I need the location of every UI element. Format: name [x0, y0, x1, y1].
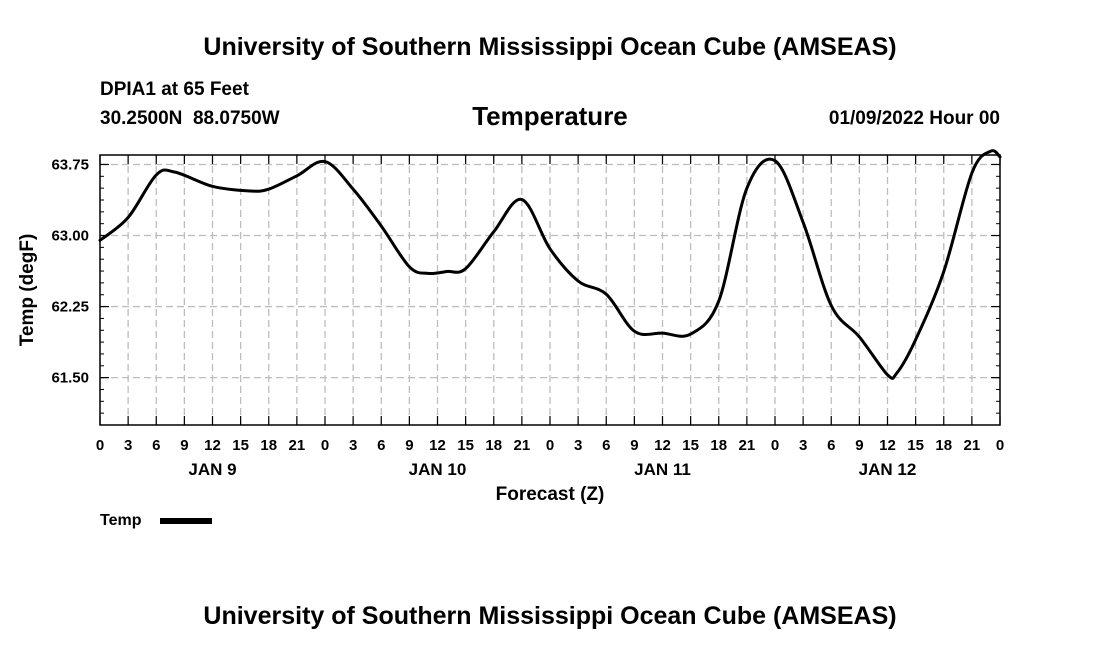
series-line-temp — [98, 149, 1002, 380]
y-tick-label: 63.00 — [51, 228, 89, 245]
x-tick-label: 9 — [855, 437, 863, 454]
x-tick-label: 12 — [654, 437, 671, 454]
x-tick-label: 21 — [739, 437, 756, 454]
day-label: JAN 9 — [188, 460, 236, 479]
x-tick-label: 15 — [457, 437, 474, 454]
y-axis-label: Temp (degF) — [17, 234, 38, 347]
x-tick-label: 18 — [935, 437, 952, 454]
coords-label: 30.2500N 88.0750W — [100, 108, 280, 129]
title-top: University of Southern Mississippi Ocean… — [203, 33, 896, 61]
x-tick-label: 3 — [574, 437, 582, 454]
x-tick-label: 0 — [546, 437, 554, 454]
legend: Temp — [100, 512, 212, 529]
day-label: JAN 12 — [859, 460, 917, 479]
x-tick-label: 0 — [771, 437, 779, 454]
legend-label: Temp — [100, 512, 142, 529]
y-tick-label: 62.25 — [51, 299, 89, 316]
x-tick-label: 6 — [602, 437, 610, 454]
grid — [100, 155, 1000, 425]
x-tick-label: 9 — [405, 437, 413, 454]
x-tick-label: 0 — [321, 437, 329, 454]
day-label: JAN 11 — [634, 460, 691, 479]
x-tick-label: 9 — [180, 437, 188, 454]
x-tick-label: 12 — [204, 437, 221, 454]
x-axis-label: Forecast (Z) — [496, 484, 605, 505]
date-label: 01/09/2022 Hour 00 — [829, 108, 1000, 129]
x-tick-label: 0 — [996, 437, 1004, 454]
x-tick-label: 18 — [710, 437, 727, 454]
x-tick-label: 3 — [124, 437, 132, 454]
x-tick-label: 18 — [485, 437, 502, 454]
station-label: DPIA1 at 65 Feet — [100, 79, 250, 100]
x-tick-label: 21 — [514, 437, 531, 454]
x-tick-label: 0 — [96, 437, 104, 454]
x-tick-label: 6 — [377, 437, 385, 454]
y-tick-label: 63.75 — [51, 156, 89, 173]
title-bottom: University of Southern Mississippi Ocean… — [203, 602, 896, 630]
x-tick-label: 3 — [349, 437, 357, 454]
chart-title: Temperature — [472, 101, 628, 131]
x-tick-label: 21 — [964, 437, 981, 454]
x-tick-label: 12 — [879, 437, 896, 454]
x-tick-label: 6 — [827, 437, 835, 454]
y-tick-label: 61.50 — [51, 370, 89, 387]
x-tick-label: 12 — [429, 437, 446, 454]
x-tick-label: 3 — [799, 437, 807, 454]
axes: 0 3 6 9 12 15 18 21 0 3 6 9 12 15 18 21 0 3 6 9 12 15 18 21 0 3 6 9… — [51, 154, 1004, 479]
x-tick-label: 21 — [289, 437, 306, 454]
x-tick-label: 6 — [152, 437, 160, 454]
x-tick-label: 9 — [630, 437, 638, 454]
day-label: JAN 10 — [409, 460, 467, 479]
x-tick-label: 18 — [260, 437, 277, 454]
plot-frame — [99, 154, 1001, 426]
x-tick-label: 15 — [682, 437, 699, 454]
series — [98, 149, 1002, 380]
x-tick-label: 15 — [907, 437, 924, 454]
x-tick-label: 15 — [232, 437, 249, 454]
